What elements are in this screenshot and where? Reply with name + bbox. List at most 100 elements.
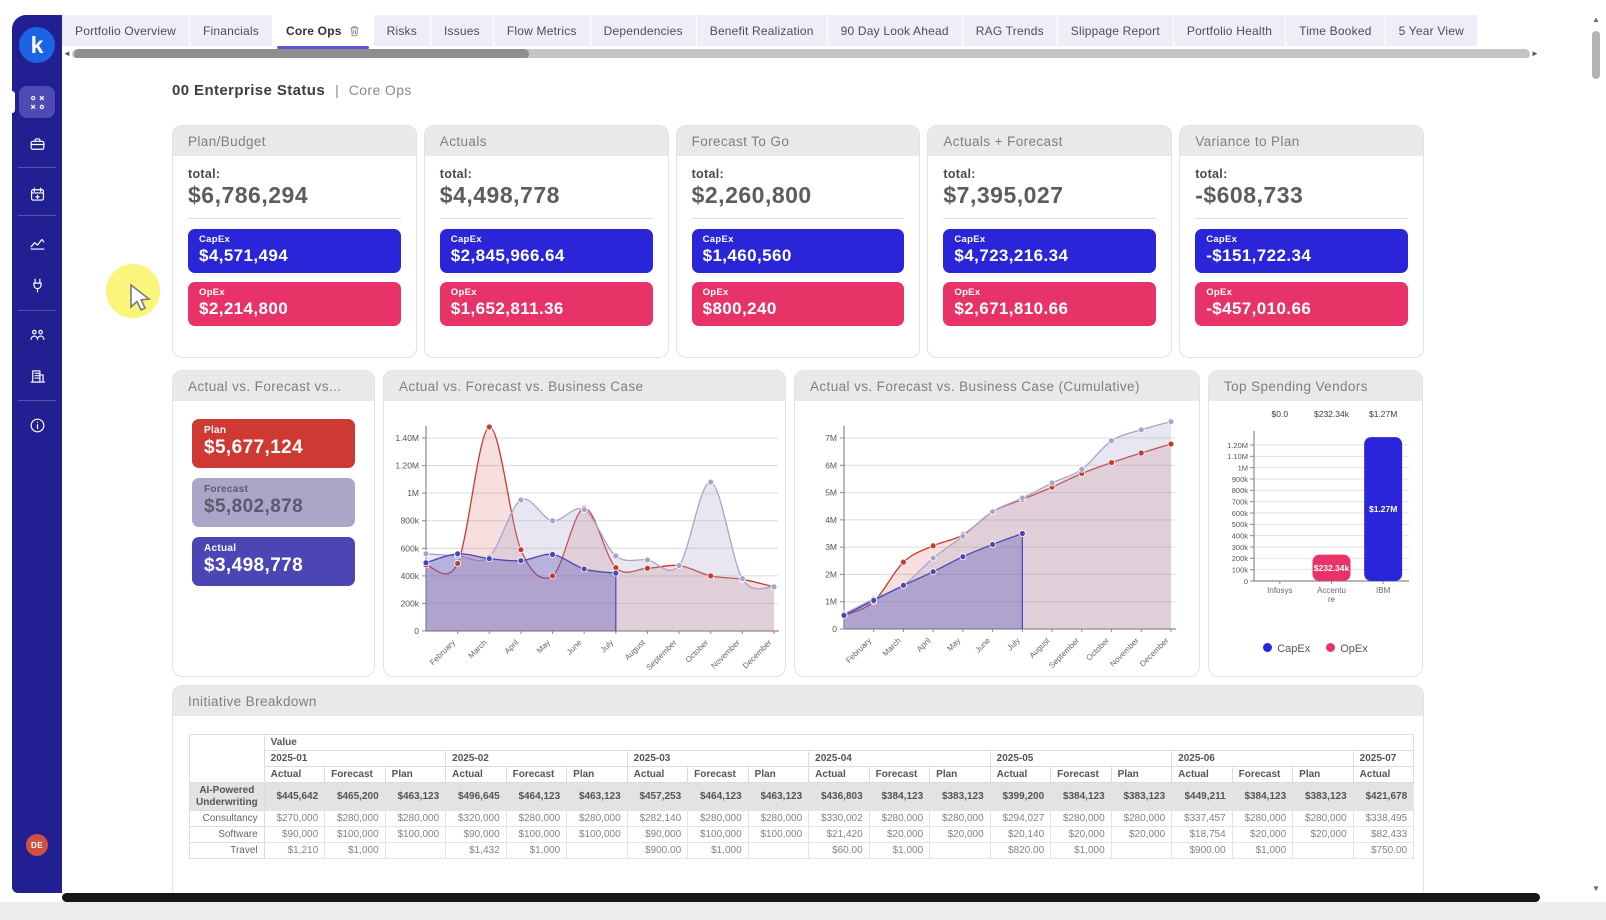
table-cell: $280,000: [1292, 810, 1354, 827]
svg-text:5M: 5M: [825, 488, 837, 498]
svg-text:800k: 800k: [401, 516, 420, 526]
tab-label: Time Booked: [1299, 23, 1372, 38]
svg-text:1.40M: 1.40M: [395, 433, 419, 443]
table-cell: $383,123: [1292, 782, 1354, 811]
capex-value: $4,723,216.34: [954, 246, 1069, 265]
tab-financials[interactable]: Financials: [189, 15, 273, 46]
table-cell: $820.00: [989, 842, 1052, 859]
kpi-total-label: total:: [691, 167, 724, 181]
tab-issues[interactable]: Issues: [430, 15, 494, 46]
table-cell: [384, 842, 447, 859]
table-cell: [747, 842, 810, 859]
table-cell: $399,200: [989, 782, 1052, 811]
table-cell: $280,000: [687, 810, 749, 827]
svg-text:IBM: IBM: [1376, 586, 1391, 595]
svg-text:600k: 600k: [1232, 509, 1249, 518]
scroll-left-icon[interactable]: ◄: [63, 49, 71, 58]
tab-benefit-realization[interactable]: Benefit Realization: [696, 15, 828, 46]
svg-text:200k: 200k: [1232, 554, 1249, 563]
kpi-total-value: -$608,733: [1195, 182, 1304, 208]
summary-panel-title: Actual vs. Forecast vs...: [173, 371, 374, 401]
opex-label: OpEx: [1206, 287, 1233, 298]
table-cell: $280,000: [1050, 810, 1112, 827]
row-label: Travel: [189, 842, 265, 859]
table-cell: [1292, 842, 1354, 859]
table-cell: $100,000: [687, 826, 749, 843]
table-cell: $20,000: [1110, 826, 1173, 843]
tab-core-ops[interactable]: Core Ops: [273, 15, 374, 49]
tab-portfolio-health[interactable]: Portfolio Health: [1173, 15, 1287, 46]
svg-text:700k: 700k: [1232, 497, 1249, 506]
svg-text:August: August: [623, 638, 648, 663]
svg-text:September: September: [1047, 636, 1081, 670]
svg-text:June: June: [565, 638, 584, 657]
kpi-divider: [691, 218, 905, 219]
tab-dependencies[interactable]: Dependencies: [590, 15, 697, 46]
row-label: Consultancy: [189, 810, 265, 827]
vertical-scrollbar: ▲ ▼: [1590, 15, 1602, 893]
user-avatar[interactable]: DE: [26, 834, 48, 856]
kpi-total-value: $2,260,800: [691, 182, 812, 208]
legend-item-capex: CapEx: [1263, 643, 1310, 655]
sidebar-item-briefcase[interactable]: [19, 128, 55, 160]
legend-dot: [1263, 643, 1273, 652]
sidebar-item-info[interactable]: [19, 409, 55, 441]
table-cell: $294,027: [989, 810, 1052, 827]
trash-icon[interactable]: [349, 25, 360, 37]
vertical-scroll-thumb[interactable]: [1592, 31, 1600, 79]
table-cell: [1110, 842, 1173, 859]
app-logo[interactable]: k: [19, 27, 55, 63]
svg-text:100k: 100k: [1232, 565, 1249, 574]
subcol-header: Plan: [566, 766, 628, 783]
tab-label: Benefit Realization: [709, 23, 814, 38]
subcol-header: Plan: [1110, 766, 1173, 783]
table-cell: $280,000: [505, 810, 568, 827]
strategy-icon: [30, 95, 44, 109]
table-row: Travel $1,210 $1,000 $1,432 $1,000 $900.00 $1,…: [189, 842, 1415, 859]
bottom-scrollbar[interactable]: [62, 893, 1540, 902]
scroll-down-icon[interactable]: ▼: [1592, 884, 1600, 893]
page-title: 00 Enterprise Status: [172, 82, 326, 99]
initiative-panel-title: Initiative Breakdown: [173, 686, 1423, 716]
month-header: 2025-07: [1352, 750, 1415, 767]
sidebar-item-calendar[interactable]: [19, 178, 55, 210]
sidebar-item-chart[interactable]: [19, 227, 55, 259]
table-cell: $100,000: [324, 826, 386, 843]
svg-text:March: March: [467, 638, 489, 660]
table-cell: $421,678: [1352, 782, 1415, 811]
table-cell: $280,000: [324, 810, 386, 827]
tab-rag-trends[interactable]: RAG Trends: [962, 15, 1058, 46]
tab-flow-metrics[interactable]: Flow Metrics: [493, 15, 591, 46]
opex-pill: OpEx $1,652,811.36: [439, 282, 653, 326]
table-cell: $445,642: [263, 782, 326, 811]
tab-90-day-look-ahead[interactable]: 90 Day Look Ahead: [827, 15, 963, 46]
table-cell: $338,495: [1352, 810, 1415, 827]
sidebar-item-strategy[interactable]: [19, 86, 55, 118]
opex-pill: OpEx $2,671,810.66: [943, 282, 1157, 326]
tab-slippage-report[interactable]: Slippage Report: [1057, 15, 1174, 46]
tab-risks[interactable]: Risks: [373, 15, 431, 46]
horizontal-scroll-thumb[interactable]: [74, 48, 529, 59]
sidebar-item-plug[interactable]: [19, 269, 55, 301]
table-cell: $20,000: [868, 826, 931, 843]
table-cell: $463,123: [566, 782, 628, 811]
svg-text:$1.27M: $1.27M: [1369, 504, 1397, 514]
table-cell: $900.00: [1171, 842, 1233, 859]
kpi-total-label: total:: [1195, 167, 1228, 181]
scroll-right-icon[interactable]: ►: [1531, 49, 1539, 58]
scroll-up-icon[interactable]: ▲: [1592, 15, 1600, 24]
sidebar-item-team[interactable]: [19, 318, 55, 350]
sidebar-item-building[interactable]: [19, 360, 55, 392]
table-cell: $60.00: [808, 842, 870, 859]
tab-portfolio-overview[interactable]: Portfolio Overview: [62, 15, 190, 46]
svg-text:1.20M: 1.20M: [395, 461, 419, 471]
tab-5-year-view[interactable]: 5 Year View: [1385, 15, 1478, 46]
svg-text:1M: 1M: [825, 597, 837, 607]
table-cell: [566, 842, 628, 859]
table-cell: $463,123: [747, 782, 810, 811]
subcol-header: Forecast: [1050, 766, 1112, 783]
horizontal-scroll-track[interactable]: [72, 48, 1530, 59]
tab-time-booked[interactable]: Time Booked: [1286, 15, 1386, 46]
kpi-divider: [439, 218, 653, 219]
kpi-total-label: total:: [188, 167, 221, 181]
